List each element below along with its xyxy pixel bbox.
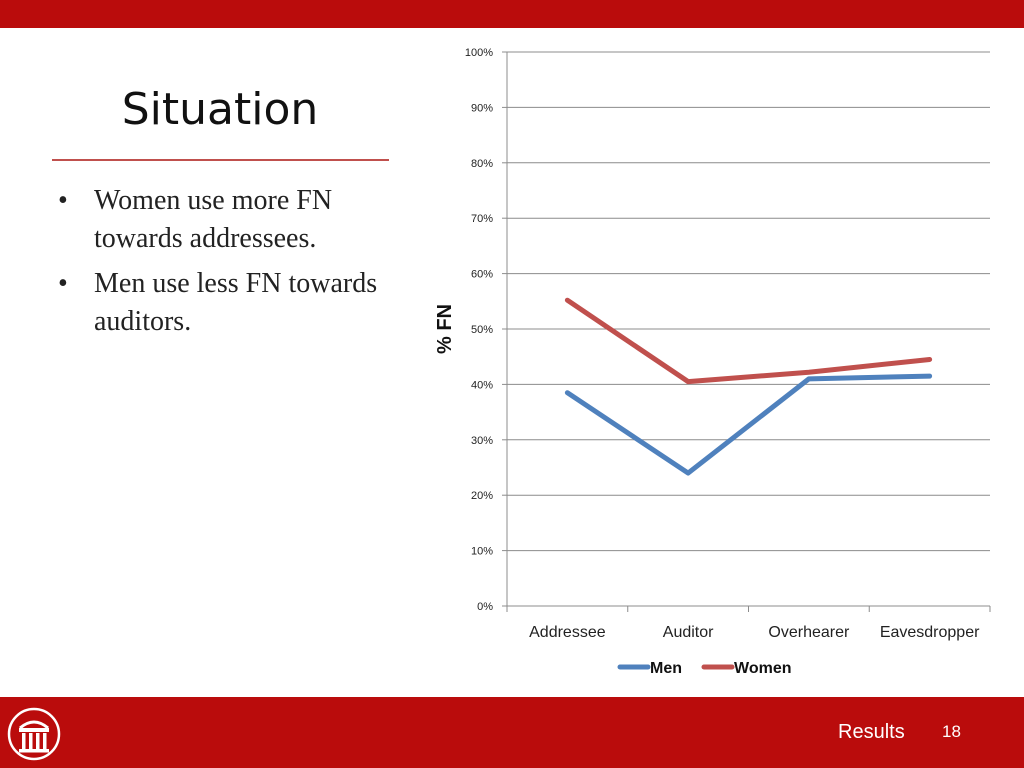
- bullet-text: Women use more FN towards addressees.: [94, 185, 333, 254]
- y-tick-label: 10%: [471, 546, 493, 558]
- y-tick-label: 90%: [471, 102, 493, 114]
- section-label: Results: [838, 721, 905, 743]
- bullet-list: • Women use more FN towards addressees. …: [58, 182, 388, 348]
- line-chart: 0% 10% 20% 30% 40% 50% 60% 70% 80% 90% 100% Address…: [434, 47, 991, 677]
- page-number: 18: [942, 722, 961, 741]
- y-tick-label: 0%: [477, 601, 493, 613]
- y-tick-label: 60%: [471, 269, 493, 281]
- y-tick-label: 30%: [471, 435, 493, 447]
- legend-label: Men: [650, 660, 682, 677]
- bullet-item: • Men use less FN towards auditors.: [58, 265, 388, 341]
- bullet-dot: •: [58, 185, 68, 216]
- series-line-women: [564, 297, 933, 385]
- y-tick-label: 40%: [471, 379, 493, 391]
- title-divider: [52, 159, 389, 161]
- y-tick-label: 80%: [471, 158, 493, 170]
- y-tick-label: 70%: [471, 213, 493, 225]
- y-tick-label: 20%: [471, 490, 493, 502]
- slide-title: Situation: [121, 84, 319, 135]
- x-tick-label: Addressee: [529, 624, 606, 641]
- bullet-dot: •: [58, 268, 68, 299]
- bullet-item: • Women use more FN towards addressees.: [58, 182, 388, 258]
- y-tick-label: 100%: [465, 47, 493, 59]
- x-tick-label: Eavesdropper: [880, 624, 980, 641]
- x-tick-label: Auditor: [663, 624, 714, 641]
- bullet-text: Men use less FN towards auditors.: [94, 268, 378, 337]
- series-line-men: [564, 373, 933, 476]
- y-tick-label: 50%: [471, 324, 493, 336]
- x-tick-label: Overhearer: [768, 624, 850, 641]
- top-accent-bar: [0, 0, 1024, 28]
- university-logo: [7, 707, 61, 761]
- footer-bar: [0, 697, 1024, 768]
- y-axis-label: % FN: [434, 304, 456, 354]
- legend-label: Women: [734, 660, 791, 677]
